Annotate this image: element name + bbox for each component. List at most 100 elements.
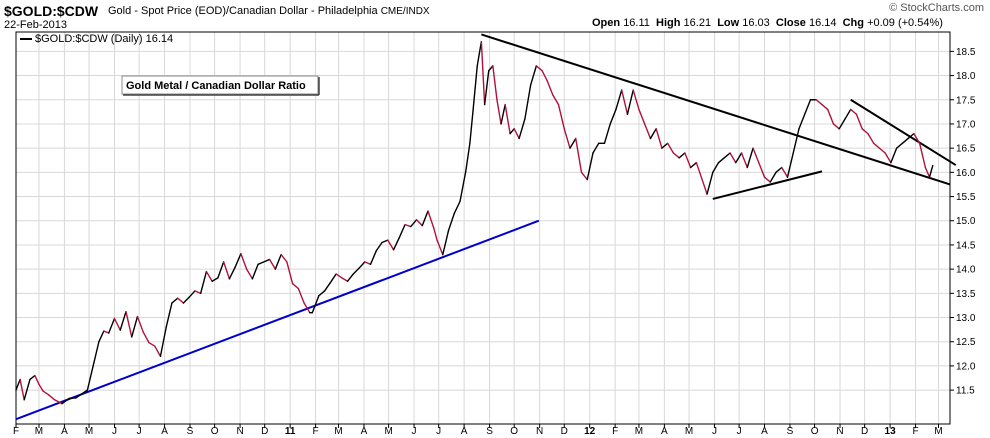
x-tick-label: A (161, 426, 168, 437)
legend: $GOLD:$CDW (Daily) 16.14 (20, 33, 173, 45)
price-segment (15, 378, 21, 391)
price-segment (182, 296, 190, 304)
price-segment (469, 108, 474, 145)
price-segment (480, 40, 486, 106)
price-segment (53, 399, 63, 405)
price-segment (655, 128, 663, 149)
price-segment (689, 161, 698, 169)
price-segment (844, 108, 852, 120)
x-tick-label: A (361, 426, 368, 437)
x-tick-label: 11 (285, 426, 296, 437)
price-segment (188, 290, 196, 298)
price-segment (483, 70, 490, 106)
price-segment (311, 295, 320, 314)
price-segment (890, 147, 898, 164)
stockcharts-brand: © StockCharts.com (889, 2, 984, 14)
price-segment (913, 132, 921, 145)
x-tick-label: J (737, 426, 742, 437)
y-tick-label: 12.5 (956, 337, 976, 348)
price-segment (297, 287, 305, 304)
price-segment (666, 142, 675, 154)
high-label: High (656, 17, 681, 29)
price-segment (804, 99, 812, 115)
x-tick-label: J (112, 426, 117, 437)
price-segment (907, 132, 915, 140)
x-tick-label: D (861, 426, 868, 437)
y-tick-label: 14.0 (956, 265, 976, 276)
price-segment (849, 108, 858, 115)
price-segment (821, 103, 829, 111)
symbol-description: Gold - Spot Price (EOD)/Canadian Dollar … (108, 5, 430, 17)
x-tick-label: M (635, 426, 643, 437)
chart-date: 22-Feb-2013 (4, 19, 67, 31)
price-segment (19, 378, 25, 401)
price-segment (176, 297, 185, 304)
price-segment (29, 374, 36, 381)
price-segment (575, 137, 583, 174)
price-segment (509, 128, 515, 135)
price-segment (410, 219, 418, 228)
price-segment (723, 152, 731, 159)
plot-frame (15, 31, 951, 425)
y-tick-label: 18.5 (956, 47, 976, 58)
x-tick-label: A (61, 426, 68, 437)
price-segment (165, 302, 173, 328)
price-segment (329, 273, 337, 284)
annotation-frame (121, 75, 319, 95)
x-tick-label: A (461, 426, 468, 437)
price-segment (23, 378, 31, 401)
x-tick-label: J (436, 426, 441, 437)
price-segment (569, 137, 577, 149)
price-segment (436, 239, 444, 256)
price-segment (609, 108, 617, 125)
x-tick-label: S (486, 426, 493, 437)
high-value: 16.21 (683, 17, 712, 29)
price-segment (798, 113, 806, 130)
price-segment (447, 212, 455, 232)
y-tick-label: 15.0 (956, 216, 976, 227)
price-segment (649, 128, 657, 140)
low-label: Low (717, 17, 740, 29)
x-tick-label: O (811, 426, 819, 437)
open-label: Open (592, 17, 621, 29)
open-value: 16.11 (623, 17, 650, 29)
price-segment (529, 65, 538, 86)
price-segment (752, 147, 760, 164)
price-segment (638, 108, 646, 125)
x-tick-label: 12 (584, 426, 596, 437)
price-segment (346, 273, 355, 282)
price-segment (518, 118, 526, 140)
price-segment (496, 99, 502, 125)
price-segment (228, 266, 236, 280)
price-segment (878, 147, 886, 154)
description-text: Gold - Spot Price (EOD)/Canadian Dollar … (108, 5, 378, 17)
x-tick-label: N (236, 426, 243, 437)
price-segment (251, 263, 259, 280)
price-segment (34, 374, 40, 386)
price-segment (712, 161, 720, 174)
y-tick-label: 15.5 (956, 192, 976, 203)
price-segment (245, 268, 254, 280)
price-segment (746, 147, 754, 169)
price-segment (303, 302, 311, 314)
y-tick-label: 17.5 (956, 95, 976, 106)
price-segment (48, 394, 56, 401)
price-segment (318, 290, 326, 297)
price-segment (98, 330, 105, 343)
price-segment (661, 142, 669, 149)
price-segment (901, 137, 909, 145)
x-tick-label: M (85, 426, 93, 437)
x-tick-label: A (661, 426, 668, 437)
price-segment (586, 152, 594, 181)
y-tick-label: 16.0 (956, 168, 976, 179)
price-segment (136, 315, 144, 333)
price-segment (488, 65, 494, 72)
price-segment (592, 142, 600, 154)
price-segment (291, 282, 300, 290)
price-segment (678, 152, 686, 159)
x-tick-label: M (685, 426, 693, 437)
x-tick-label: S (187, 426, 194, 437)
price-segment (867, 132, 875, 145)
y-tick-label: 14.5 (956, 240, 976, 251)
price-segment (552, 94, 560, 106)
